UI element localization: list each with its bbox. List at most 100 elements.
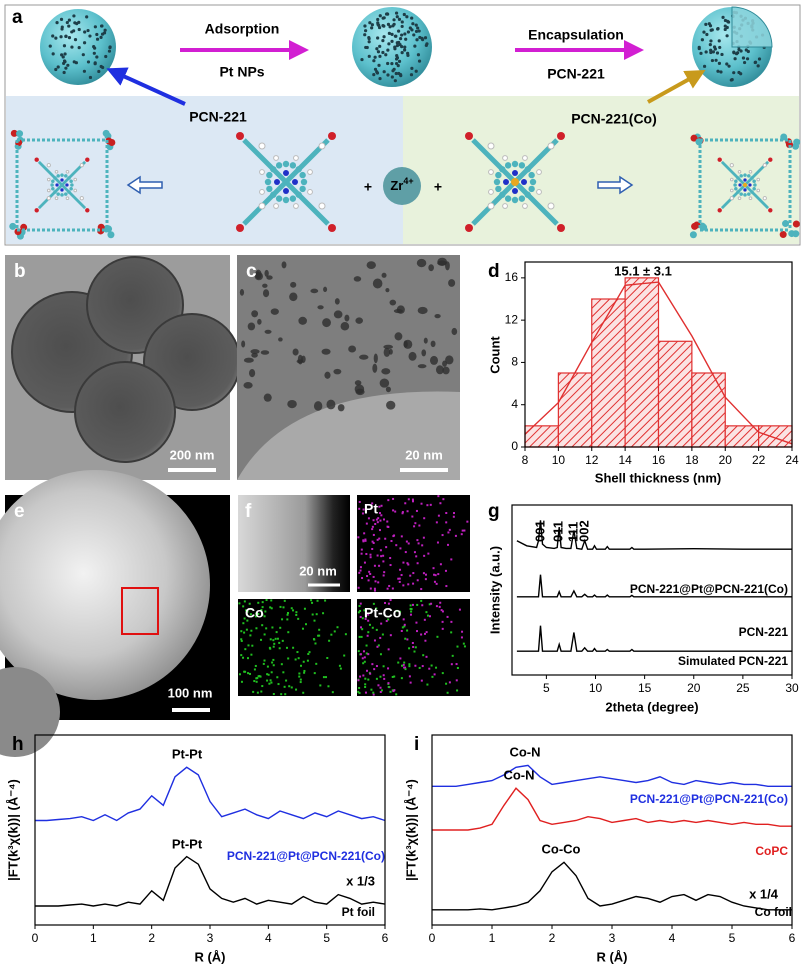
map-pixel <box>240 654 243 657</box>
nanoparticle <box>340 322 350 331</box>
nanoparticle <box>266 275 273 280</box>
map-pixel <box>262 662 265 665</box>
map-pixel <box>303 669 306 672</box>
map-pixel <box>306 659 309 662</box>
nanoparticle <box>289 292 298 302</box>
map-pixel <box>362 662 365 665</box>
data-line <box>432 764 792 787</box>
map-pixel <box>286 618 289 621</box>
map-pixel <box>395 544 398 547</box>
map-pixel <box>436 635 439 638</box>
pore <box>108 45 112 50</box>
nanoparticle <box>383 347 391 357</box>
pore <box>709 48 713 52</box>
map-pixel <box>450 620 453 623</box>
map-pixel <box>450 558 453 561</box>
map-pixel <box>425 611 428 614</box>
pore <box>403 48 407 52</box>
nanoparticle <box>428 264 434 272</box>
atom <box>717 208 722 213</box>
map-pixel <box>408 663 411 666</box>
map-pixel <box>411 498 414 501</box>
nanoparticle <box>417 306 428 315</box>
map-pixel <box>441 627 444 630</box>
histogram-bar <box>624 277 660 448</box>
atom <box>743 193 747 197</box>
pore <box>382 24 386 28</box>
atom <box>737 196 742 201</box>
arrow <box>647 70 706 104</box>
map-pixel <box>384 537 387 540</box>
map-pixel <box>357 536 360 539</box>
nanoparticle <box>298 316 307 325</box>
pore <box>423 36 428 40</box>
pore <box>400 20 404 24</box>
atom <box>536 169 542 175</box>
map-pixel <box>387 499 390 502</box>
x-tick-label: 1 <box>489 931 496 945</box>
map-pixel <box>385 546 388 549</box>
x-tick-label: 0 <box>32 931 39 945</box>
nanoparticle <box>445 261 450 271</box>
map-pixel <box>417 542 420 545</box>
map-pixel <box>380 555 383 558</box>
pore <box>70 30 74 34</box>
series-label: Co foil <box>755 905 792 919</box>
annotation: 011 <box>550 521 565 542</box>
compound-label: PCN-221 <box>189 109 247 125</box>
map-pixel <box>269 638 272 641</box>
map-pixel <box>397 661 400 664</box>
map-pixel <box>282 671 285 674</box>
map-pixel <box>313 619 316 622</box>
map-pixel <box>269 606 272 609</box>
map-pixel <box>315 613 318 616</box>
atom <box>69 179 73 183</box>
map-pixel <box>423 618 426 621</box>
map-pixel <box>451 654 454 657</box>
nanoparticle <box>389 299 397 306</box>
map-pixel <box>438 605 441 608</box>
nanoparticle <box>403 339 413 349</box>
pore <box>82 69 87 73</box>
map-pixel <box>257 601 260 604</box>
pore <box>101 65 105 70</box>
map-pixel <box>414 664 417 667</box>
map-pixel <box>441 534 444 537</box>
pore <box>93 25 97 29</box>
map-pixel <box>371 540 374 543</box>
map-pixel <box>402 663 405 666</box>
map-pixel <box>380 504 383 507</box>
map-pixel <box>379 653 382 656</box>
panel-label: a <box>12 7 23 28</box>
pore <box>364 29 368 33</box>
atom <box>16 130 24 138</box>
map-pixel <box>452 515 455 518</box>
pore <box>409 73 414 77</box>
map-pixel <box>387 648 390 651</box>
map-pixel <box>359 675 362 678</box>
atom <box>259 189 265 195</box>
bond <box>744 184 770 210</box>
bond <box>471 138 517 184</box>
map-pixel <box>403 666 406 669</box>
pore <box>394 34 398 38</box>
map-pixel <box>406 510 409 513</box>
atom <box>750 190 754 194</box>
map-pixel <box>400 574 403 577</box>
map-pixel <box>416 579 419 582</box>
map-pixel <box>437 514 440 517</box>
nanoparticle <box>321 348 331 355</box>
pore <box>370 23 374 27</box>
atom <box>493 178 501 186</box>
pore <box>725 34 729 38</box>
nanoparticle <box>417 364 427 369</box>
data-line <box>524 281 793 445</box>
map-pixel <box>439 563 442 566</box>
pore <box>66 63 70 67</box>
map-pixel <box>298 672 301 675</box>
y-axis-label: |FT(k³χ(k))| (Å⁻⁴) <box>5 779 20 881</box>
pore <box>720 52 724 57</box>
map-pixel <box>362 539 365 542</box>
map-pixel <box>422 572 425 575</box>
atom <box>60 178 64 182</box>
